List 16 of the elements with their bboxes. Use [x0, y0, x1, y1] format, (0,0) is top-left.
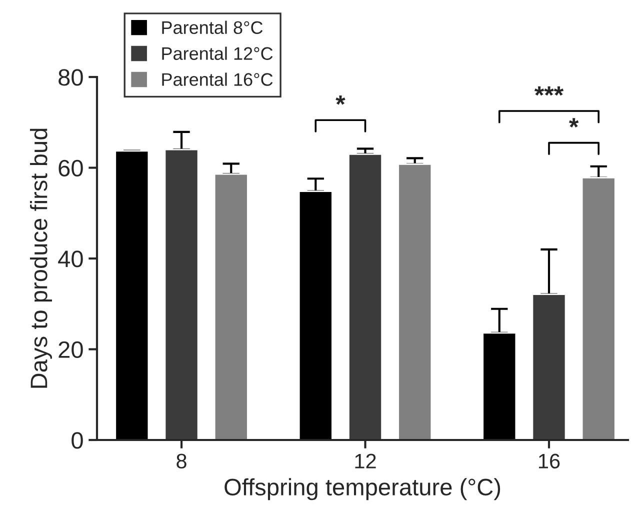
legend-label: Parental 16°C: [162, 72, 273, 86]
legend-label: Parental 8°C: [162, 20, 263, 34]
x-tick-label: 8: [176, 454, 186, 468]
y-tick-label: 0: [72, 432, 83, 449]
annotation: ***: [534, 86, 564, 96]
y-tick-label: 80: [58, 69, 83, 86]
annotation: *: [336, 95, 346, 105]
legend-label: Parental 12°C: [162, 46, 273, 60]
x-tick-label: 12: [355, 454, 376, 468]
x-tick-label: 16: [538, 454, 560, 468]
y-axis-title: Days to produce first bud: [30, 128, 52, 388]
y-tick-label: 20: [58, 341, 83, 358]
y-tick-label: 60: [58, 160, 83, 177]
annotation: *: [569, 118, 579, 128]
x-axis-title: Offspring temperature (°C): [224, 478, 500, 500]
y-tick-label: 40: [58, 250, 83, 268]
